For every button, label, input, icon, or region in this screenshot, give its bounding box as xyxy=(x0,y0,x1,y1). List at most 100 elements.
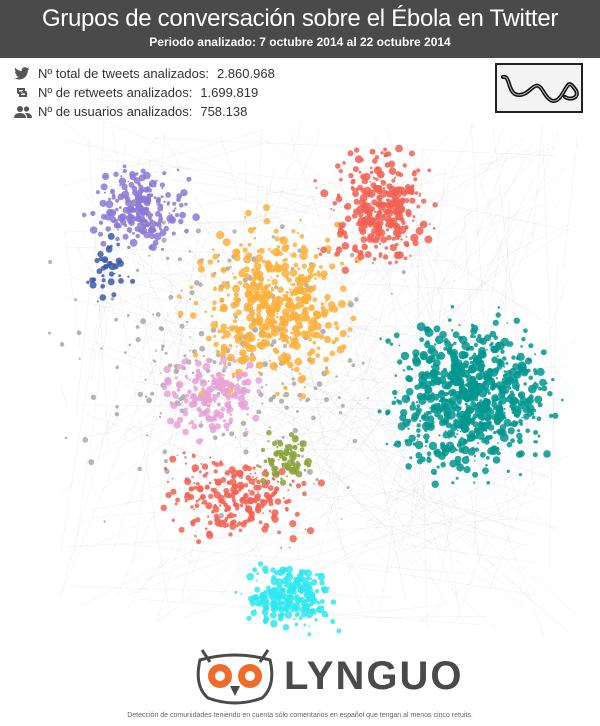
graph-node xyxy=(519,396,527,404)
graph-node xyxy=(231,483,238,489)
graph-node xyxy=(491,401,498,409)
graph-node xyxy=(182,410,189,417)
graph-node xyxy=(176,294,182,299)
graph-node xyxy=(239,503,244,508)
graph-node xyxy=(184,455,187,459)
graph-node xyxy=(283,391,290,398)
graph-node xyxy=(414,440,424,450)
graph-node xyxy=(192,213,200,221)
graph-node xyxy=(471,363,475,367)
graph-node xyxy=(460,362,467,369)
graph-node xyxy=(256,479,261,485)
graph-node xyxy=(448,318,452,322)
graph-node xyxy=(315,477,319,482)
graph-node xyxy=(490,407,493,410)
graph-node xyxy=(533,371,538,376)
graph-node xyxy=(395,214,401,220)
graph-node xyxy=(451,329,454,332)
graph-node xyxy=(303,468,307,472)
graph-node xyxy=(165,192,172,198)
graph-node xyxy=(239,388,247,396)
graph-node xyxy=(249,513,253,516)
graph-node xyxy=(475,336,483,344)
graph-node xyxy=(266,429,272,436)
graph-node xyxy=(255,579,258,582)
graph-node xyxy=(481,437,487,444)
graph-node xyxy=(81,212,87,218)
graph-node xyxy=(313,331,321,339)
graph-node xyxy=(524,402,529,407)
graph-node xyxy=(223,525,227,528)
graph-node xyxy=(324,293,331,301)
graph-node xyxy=(411,412,420,421)
graph-node xyxy=(231,372,235,376)
graph-node xyxy=(207,515,210,518)
graph-node xyxy=(450,368,457,375)
graph-node xyxy=(493,335,499,340)
graph-node xyxy=(351,363,356,368)
graph-node xyxy=(204,310,207,313)
graph-node xyxy=(333,321,339,326)
graph-node xyxy=(200,494,204,497)
graph-node xyxy=(86,280,90,284)
graph-node xyxy=(298,372,302,376)
graph-node xyxy=(314,588,320,594)
graph-node xyxy=(517,438,523,444)
graph-node xyxy=(184,228,189,234)
graph-node xyxy=(340,518,343,520)
graph-node xyxy=(521,337,526,342)
graph-node xyxy=(124,351,127,354)
graph-node xyxy=(453,421,462,429)
graph-node xyxy=(236,472,239,474)
graph-node xyxy=(369,181,371,183)
graph-node xyxy=(103,520,106,523)
graph-node xyxy=(217,329,222,334)
graph-node xyxy=(229,431,235,437)
graph-node xyxy=(390,205,394,210)
graph-node xyxy=(284,506,289,512)
graph-node xyxy=(456,413,460,418)
graph-node xyxy=(248,322,257,330)
graph-node xyxy=(204,484,210,490)
graph-node xyxy=(271,440,278,447)
graph-node xyxy=(211,374,215,378)
graph-node xyxy=(356,205,365,214)
graph-node xyxy=(477,442,479,445)
graph-node xyxy=(284,444,289,449)
graph-node xyxy=(416,322,426,332)
graph-node xyxy=(105,200,114,209)
graph-node xyxy=(437,390,446,399)
graph-node xyxy=(428,345,436,353)
graph-node xyxy=(451,481,455,485)
graph-node xyxy=(265,383,268,386)
graph-node xyxy=(347,358,353,363)
graph-node xyxy=(246,465,252,472)
graph-node xyxy=(352,438,358,444)
graph-node xyxy=(148,226,156,234)
graph-node xyxy=(271,278,278,286)
graph-node xyxy=(217,259,220,263)
graph-node xyxy=(371,158,378,164)
graph-node xyxy=(118,274,122,277)
graph-node xyxy=(183,354,187,358)
graph-node xyxy=(155,210,161,217)
graph-node xyxy=(177,257,182,262)
graph-node xyxy=(405,243,410,248)
graph-node xyxy=(177,402,182,407)
graph-node xyxy=(448,436,451,439)
graph-node xyxy=(424,428,428,432)
graph-node xyxy=(113,171,119,177)
graph-node xyxy=(330,619,336,624)
graph-node xyxy=(268,397,273,403)
graph-node xyxy=(223,379,230,386)
graph-node xyxy=(291,282,296,287)
graph-node xyxy=(108,260,113,265)
graph-node xyxy=(376,196,379,198)
graph-node xyxy=(290,293,294,297)
graph-node xyxy=(295,483,302,489)
graph-node xyxy=(96,268,103,275)
graph-node xyxy=(275,299,281,305)
graph-node xyxy=(124,223,128,228)
graph-node xyxy=(380,236,388,244)
graph-node xyxy=(488,372,490,375)
